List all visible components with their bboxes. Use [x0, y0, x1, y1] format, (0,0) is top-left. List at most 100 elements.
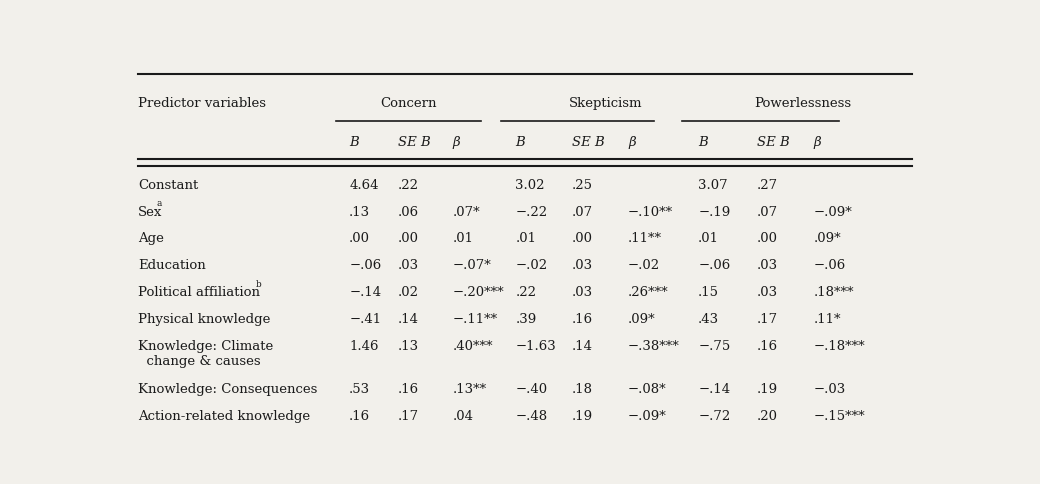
Text: .18***: .18*** — [813, 286, 854, 299]
Text: change & causes: change & causes — [138, 354, 261, 367]
Text: .04: .04 — [452, 409, 473, 422]
Text: −.22: −.22 — [515, 205, 547, 218]
Text: .43: .43 — [698, 313, 720, 325]
Text: Powerlessness: Powerlessness — [755, 96, 852, 109]
Text: .16: .16 — [757, 339, 778, 352]
Text: .01: .01 — [515, 232, 537, 245]
Text: B: B — [349, 136, 359, 149]
Text: −.07*: −.07* — [452, 259, 491, 272]
Text: −.38***: −.38*** — [628, 339, 680, 352]
Text: 4.64: 4.64 — [349, 178, 379, 191]
Text: .03: .03 — [572, 286, 593, 299]
Text: −.10**: −.10** — [628, 205, 673, 218]
Text: .01: .01 — [698, 232, 720, 245]
Text: .14: .14 — [397, 313, 418, 325]
Text: Age: Age — [138, 232, 164, 245]
Text: .19: .19 — [572, 409, 593, 422]
Text: −.72: −.72 — [698, 409, 730, 422]
Text: .25: .25 — [572, 178, 593, 191]
Text: .11*: .11* — [813, 313, 841, 325]
Text: −.09*: −.09* — [813, 205, 852, 218]
Text: .39: .39 — [515, 313, 537, 325]
Text: −.40: −.40 — [515, 382, 547, 395]
Text: −1.63: −1.63 — [515, 339, 556, 352]
Text: .13: .13 — [397, 339, 419, 352]
Text: .15: .15 — [698, 286, 720, 299]
Text: B: B — [698, 136, 708, 149]
Text: .16: .16 — [349, 409, 370, 422]
Text: .03: .03 — [757, 286, 778, 299]
Text: B: B — [515, 136, 525, 149]
Text: .09*: .09* — [628, 313, 656, 325]
Text: .19: .19 — [757, 382, 778, 395]
Text: −.06: −.06 — [698, 259, 730, 272]
Text: −.41: −.41 — [349, 313, 382, 325]
Text: −.48: −.48 — [515, 409, 547, 422]
Text: .07*: .07* — [452, 205, 480, 218]
Text: −.18***: −.18*** — [813, 339, 865, 352]
Text: .07: .07 — [572, 205, 593, 218]
Text: .11**: .11** — [628, 232, 662, 245]
Text: −.11**: −.11** — [452, 313, 497, 325]
Text: .17: .17 — [397, 409, 419, 422]
Text: .07: .07 — [757, 205, 778, 218]
Text: −.02: −.02 — [628, 259, 660, 272]
Text: Action-related knowledge: Action-related knowledge — [138, 409, 310, 422]
Text: .17: .17 — [757, 313, 778, 325]
Text: 3.07: 3.07 — [698, 178, 728, 191]
Text: −.08*: −.08* — [628, 382, 667, 395]
Text: .16: .16 — [397, 382, 419, 395]
Text: Skepticism: Skepticism — [569, 96, 643, 109]
Text: Sex: Sex — [138, 205, 162, 218]
Text: Political affiliation: Political affiliation — [138, 286, 260, 299]
Text: .03: .03 — [572, 259, 593, 272]
Text: Predictor variables: Predictor variables — [138, 96, 266, 109]
Text: −.75: −.75 — [698, 339, 730, 352]
Text: Education: Education — [138, 259, 206, 272]
Text: .22: .22 — [397, 178, 418, 191]
Text: Physical knowledge: Physical knowledge — [138, 313, 270, 325]
Text: a: a — [157, 199, 162, 208]
Text: .13: .13 — [349, 205, 370, 218]
Text: β: β — [452, 136, 460, 149]
Text: .13**: .13** — [452, 382, 487, 395]
Text: b: b — [256, 279, 261, 288]
Text: .18: .18 — [572, 382, 593, 395]
Text: 3.02: 3.02 — [515, 178, 545, 191]
Text: −.14: −.14 — [349, 286, 382, 299]
Text: .03: .03 — [757, 259, 778, 272]
Text: SE B: SE B — [397, 136, 431, 149]
Text: .00: .00 — [349, 232, 370, 245]
Text: Constant: Constant — [138, 178, 199, 191]
Text: −.06: −.06 — [813, 259, 846, 272]
Text: .14: .14 — [572, 339, 593, 352]
Text: .20: .20 — [757, 409, 778, 422]
Text: Knowledge: Climate: Knowledge: Climate — [138, 339, 274, 352]
Text: .00: .00 — [397, 232, 418, 245]
Text: Knowledge: Consequences: Knowledge: Consequences — [138, 382, 317, 395]
Text: .02: .02 — [397, 286, 418, 299]
Text: −.02: −.02 — [515, 259, 547, 272]
Text: .01: .01 — [452, 232, 473, 245]
Text: .06: .06 — [397, 205, 419, 218]
Text: −.06: −.06 — [349, 259, 382, 272]
Text: Concern: Concern — [380, 96, 437, 109]
Text: −.09*: −.09* — [628, 409, 667, 422]
Text: −.19: −.19 — [698, 205, 730, 218]
Text: .22: .22 — [515, 286, 537, 299]
Text: .03: .03 — [397, 259, 419, 272]
Text: .53: .53 — [349, 382, 370, 395]
Text: 1.46: 1.46 — [349, 339, 379, 352]
Text: −.03: −.03 — [813, 382, 846, 395]
Text: −.14: −.14 — [698, 382, 730, 395]
Text: β: β — [628, 136, 635, 149]
Text: .27: .27 — [757, 178, 778, 191]
Text: −.15***: −.15*** — [813, 409, 865, 422]
Text: .00: .00 — [572, 232, 593, 245]
Text: −.20***: −.20*** — [452, 286, 504, 299]
Text: β: β — [813, 136, 822, 149]
Text: .40***: .40*** — [452, 339, 493, 352]
Text: SE B: SE B — [757, 136, 789, 149]
Text: .26***: .26*** — [628, 286, 669, 299]
Text: .09*: .09* — [813, 232, 841, 245]
